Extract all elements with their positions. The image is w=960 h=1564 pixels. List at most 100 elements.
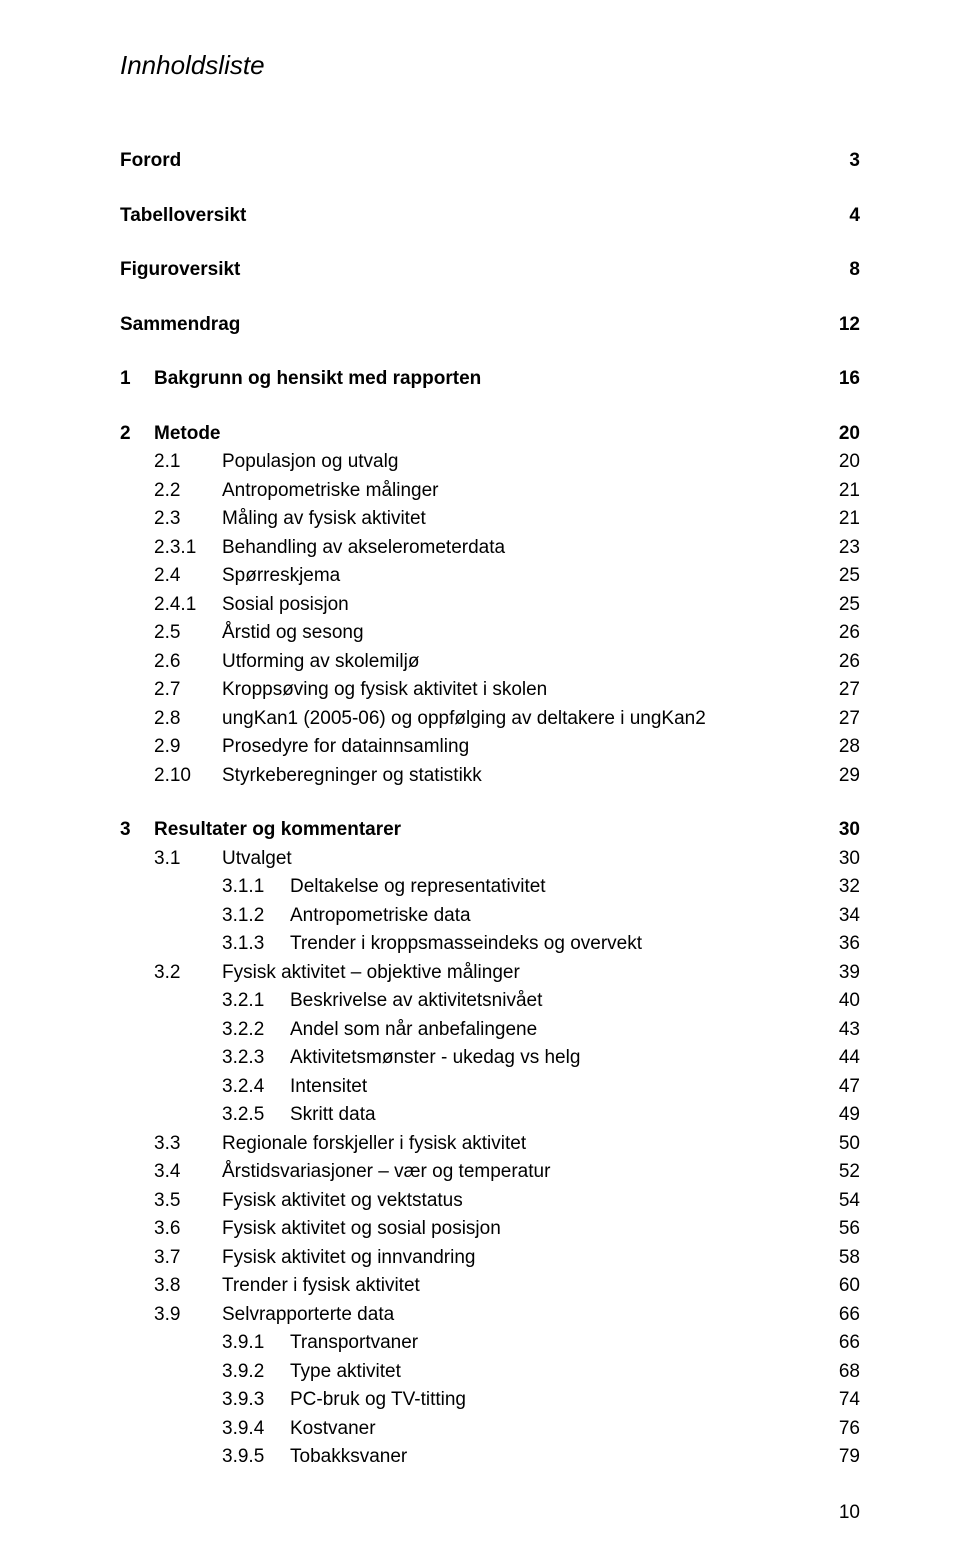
toc-label-cell: 3.9.3PC-bruk og TV-titting xyxy=(120,1386,820,1415)
toc-entry-number: 1 xyxy=(120,365,154,394)
toc-row: 2.3Måling av fysisk aktivitet21 xyxy=(120,505,860,534)
toc-row: 3.2.4Intensitet47 xyxy=(120,1073,860,1102)
toc-label-cell: 2.4Spørreskjema xyxy=(120,562,820,591)
toc-entry-label: Tabelloversikt xyxy=(120,205,246,226)
toc-entry-label: Transportvaner xyxy=(290,1332,418,1353)
toc-label-cell: 2.1Populasjon og utvalg xyxy=(120,448,820,477)
toc-entry-number: 2.2 xyxy=(154,477,222,506)
toc-row: Tabelloversikt4 xyxy=(120,202,860,231)
toc-label-cell: 3.7Fysisk aktivitet og innvandring xyxy=(120,1244,820,1273)
toc-entry-label: Regionale forskjeller i fysisk aktivitet xyxy=(222,1133,526,1154)
toc-row: 3.6Fysisk aktivitet og sosial posisjon56 xyxy=(120,1215,860,1244)
toc-entry-number: 3.7 xyxy=(154,1244,222,1273)
toc-entry-number: 2.10 xyxy=(154,762,222,791)
page-title: Innholdsliste xyxy=(120,50,860,81)
toc-label-cell: 2.6Utforming av skolemiljø xyxy=(120,648,820,677)
toc-entry-number: 3.2.5 xyxy=(222,1101,290,1130)
toc-entry-number: 3.4 xyxy=(154,1158,222,1187)
toc-row: 2.7Kroppsøving og fysisk aktivitet i sko… xyxy=(120,676,860,705)
toc-entry-page: 66 xyxy=(820,1301,860,1330)
toc-entry-number: 3.2.2 xyxy=(222,1016,290,1045)
table-of-contents: Forord3Tabelloversikt4Figuroversikt8Samm… xyxy=(120,121,860,1472)
toc-entry-page: 21 xyxy=(820,477,860,506)
toc-entry-number: 3.8 xyxy=(154,1272,222,1301)
toc-row: 3.2Fysisk aktivitet – objektive målinger… xyxy=(120,959,860,988)
toc-row: Sammendrag12 xyxy=(120,311,860,340)
toc-row: 3.1Utvalget30 xyxy=(120,845,860,874)
toc-entry-page: 20 xyxy=(820,420,860,449)
toc-spacer xyxy=(120,121,860,147)
toc-label-cell: 2.10Styrkeberegninger og statistikk xyxy=(120,762,820,791)
toc-entry-page: 50 xyxy=(820,1130,860,1159)
toc-label-cell: 3.1Utvalget xyxy=(120,845,820,874)
toc-entry-number: 2.1 xyxy=(154,448,222,477)
toc-row: 2.4.1Sosial posisjon 25 xyxy=(120,591,860,620)
toc-entry-number: 3 xyxy=(120,816,154,845)
toc-label-cell: 2.7Kroppsøving og fysisk aktivitet i sko… xyxy=(120,676,820,705)
toc-entry-label: PC-bruk og TV-titting xyxy=(290,1389,466,1410)
toc-entry-number: 2.4 xyxy=(154,562,222,591)
toc-entry-label: Fysisk aktivitet og vektstatus xyxy=(222,1190,463,1211)
toc-label-cell: 3.4Årstidsvariasjoner – vær og temperatu… xyxy=(120,1158,820,1187)
page-number: 10 xyxy=(120,1502,860,1524)
toc-entry-number: 3.9.2 xyxy=(222,1358,290,1387)
toc-label-cell: 2.9Prosedyre for datainnsamling xyxy=(120,733,820,762)
toc-label-cell: 3.5Fysisk aktivitet og vektstatus xyxy=(120,1187,820,1216)
toc-entry-page: 30 xyxy=(820,845,860,874)
toc-row: Figuroversikt8 xyxy=(120,256,860,285)
toc-entry-page: 40 xyxy=(820,987,860,1016)
toc-entry-page: 68 xyxy=(820,1358,860,1387)
toc-entry-number: 3.3 xyxy=(154,1130,222,1159)
toc-entry-label: Intensitet xyxy=(290,1076,367,1097)
toc-entry-page: 49 xyxy=(820,1101,860,1130)
toc-entry-label: Trender i fysisk aktivitet xyxy=(222,1275,420,1296)
toc-row: 3.9.4Kostvaner76 xyxy=(120,1415,860,1444)
toc-row: 3.4Årstidsvariasjoner – vær og temperatu… xyxy=(120,1158,860,1187)
toc-entry-label: Bakgrunn og hensikt med rapporten xyxy=(154,368,481,389)
toc-label-cell: 3.1.3Trender i kroppsmasseindeks og over… xyxy=(120,930,820,959)
toc-label-cell: 3.2.2Andel som når anbefalingene xyxy=(120,1016,820,1045)
toc-label-cell: Sammendrag xyxy=(120,311,820,340)
toc-row: 2.6Utforming av skolemiljø26 xyxy=(120,648,860,677)
toc-entry-number: 3.5 xyxy=(154,1187,222,1216)
toc-row: 2.10Styrkeberegninger og statistikk29 xyxy=(120,762,860,791)
toc-entry-label: Trender i kroppsmasseindeks og overvekt xyxy=(290,933,642,954)
toc-entry-page: 25 xyxy=(820,591,860,620)
toc-entry-label: Andel som når anbefalingene xyxy=(290,1019,537,1040)
toc-entry-page: 16 xyxy=(820,365,860,394)
toc-row: 3.9.3PC-bruk og TV-titting74 xyxy=(120,1386,860,1415)
toc-row: 2.4Spørreskjema25 xyxy=(120,562,860,591)
toc-row: 3.3Regionale forskjeller i fysisk aktivi… xyxy=(120,1130,860,1159)
toc-entry-page: 79 xyxy=(820,1443,860,1472)
toc-entry-page: 43 xyxy=(820,1016,860,1045)
toc-row: 3.2.2Andel som når anbefalingene43 xyxy=(120,1016,860,1045)
toc-entry-number: 3.2.4 xyxy=(222,1073,290,1102)
toc-row: 2.2Antropometriske målinger21 xyxy=(120,477,860,506)
toc-entry-label: Fysisk aktivitet – objektive målinger xyxy=(222,962,520,983)
toc-entry-number: 3.1.3 xyxy=(222,930,290,959)
toc-entry-page: 20 xyxy=(820,448,860,477)
toc-row: 3.9.5Tobakksvaner79 xyxy=(120,1443,860,1472)
toc-entry-number: 2.4.1 xyxy=(154,591,222,620)
toc-entry-label: Spørreskjema xyxy=(222,565,340,586)
toc-entry-label: Populasjon og utvalg xyxy=(222,451,398,472)
toc-entry-number: 3.9.4 xyxy=(222,1415,290,1444)
toc-entry-label: Prosedyre for datainnsamling xyxy=(222,736,469,757)
toc-entry-label: Sosial posisjon xyxy=(222,594,349,615)
toc-row: 3.9Selvrapporterte data66 xyxy=(120,1301,860,1330)
toc-entry-page: 76 xyxy=(820,1415,860,1444)
toc-spacer xyxy=(120,285,860,311)
toc-label-cell: 3.9.4Kostvaner xyxy=(120,1415,820,1444)
toc-row: 3.8Trender i fysisk aktivitet60 xyxy=(120,1272,860,1301)
toc-row: 1Bakgrunn og hensikt med rapporten 16 xyxy=(120,365,860,394)
toc-label-cell: 2.3.1Behandling av akselerometerdata xyxy=(120,534,820,563)
toc-spacer xyxy=(120,790,860,816)
toc-spacer xyxy=(120,394,860,420)
toc-label-cell: 3.2.3Aktivitetsmønster - ukedag vs helg xyxy=(120,1044,820,1073)
toc-label-cell: 2.3Måling av fysisk aktivitet xyxy=(120,505,820,534)
toc-entry-number: 3.2.3 xyxy=(222,1044,290,1073)
toc-spacer xyxy=(120,230,860,256)
toc-label-cell: 3.9Selvrapporterte data xyxy=(120,1301,820,1330)
toc-entry-label: Sammendrag xyxy=(120,314,240,335)
toc-entry-number: 2.7 xyxy=(154,676,222,705)
